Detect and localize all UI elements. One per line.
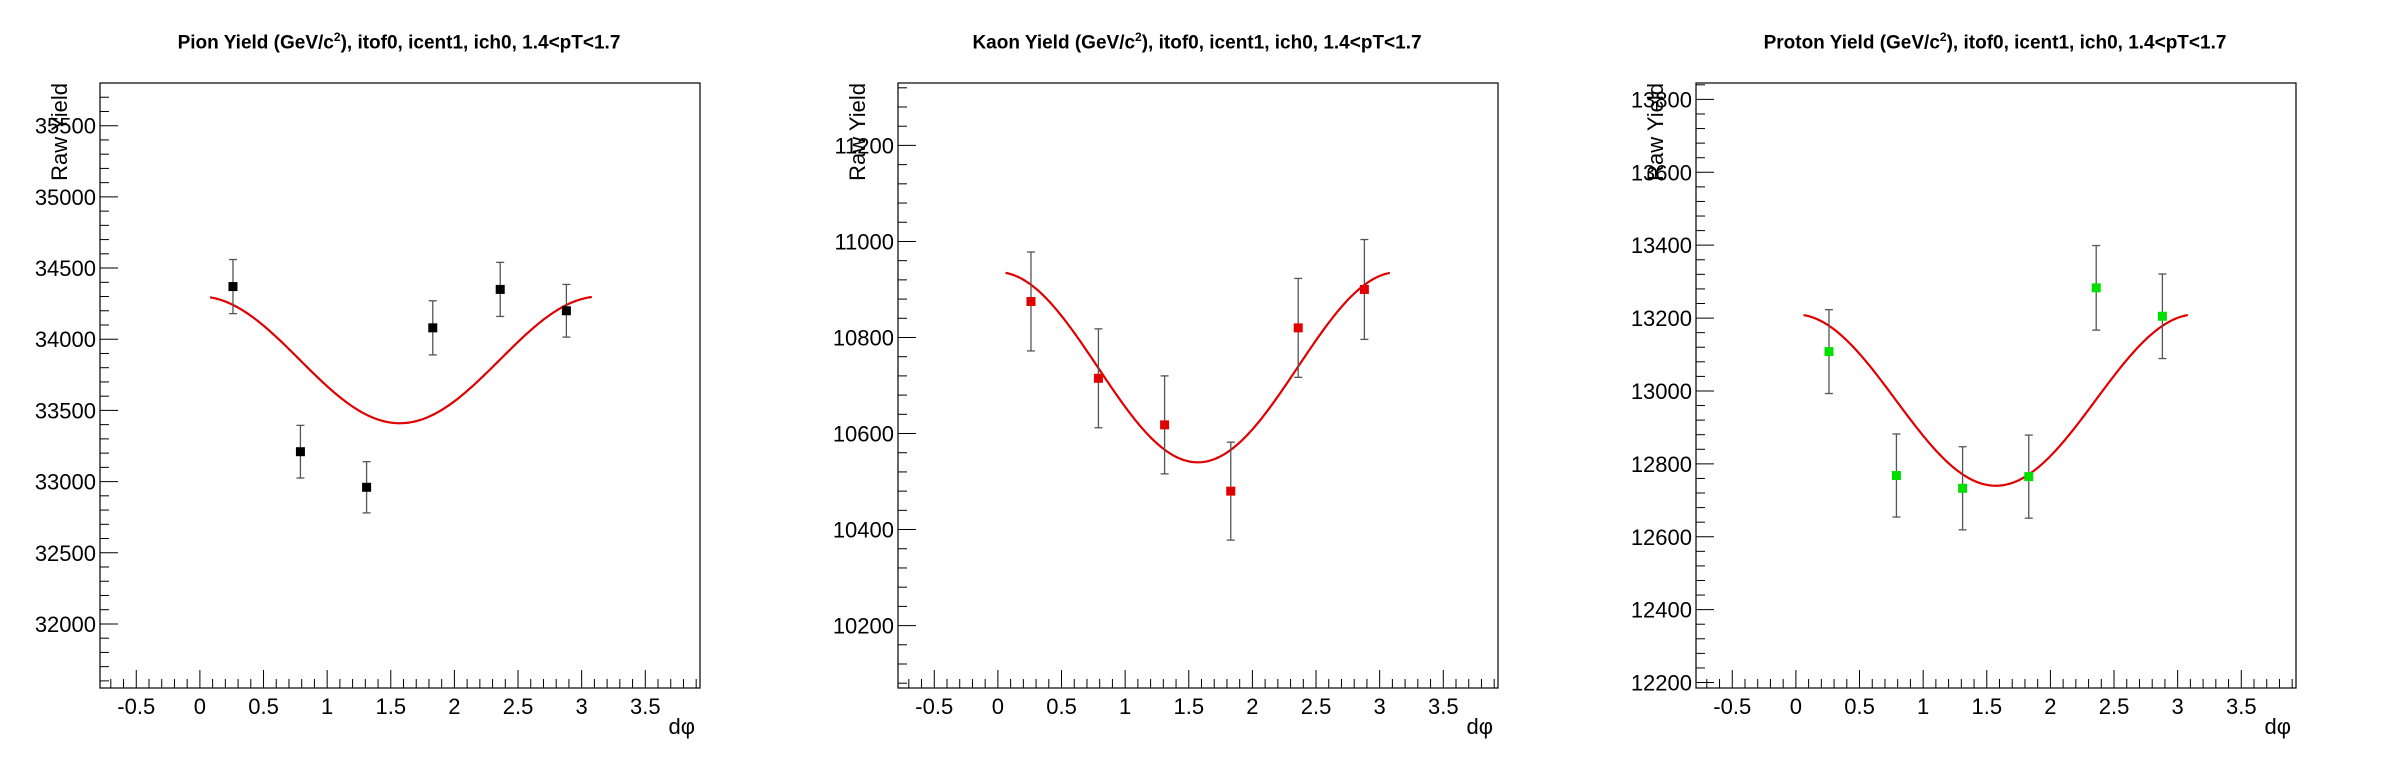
y-tick-label: 13800 [1631,87,1692,112]
x-tick-label: 1 [1917,694,1929,719]
y-tick-label: 12600 [1631,525,1692,550]
chart-title: Proton Yield (GeV/c2), itof0, icent1, ic… [1763,30,2227,54]
plot-frame [897,82,1499,689]
y-tick-label: 35500 [35,114,96,139]
x-tick-label: 1 [1119,694,1131,719]
data-point [1226,486,1236,496]
y-tick-label: 10800 [833,325,894,350]
data-point [1824,347,1834,357]
x-tick-label: 2 [2044,694,2056,719]
x-tick-label: -0.5 [1713,694,1751,719]
x-tick-label: 1.5 [1173,694,1204,719]
data-point [2024,472,2034,482]
data-point [1293,323,1303,333]
x-tick-label: 2.5 [2099,694,2130,719]
x-tick-label: 1.5 [1971,694,2002,719]
pion-yield-panel: Pion Yield (GeV/c2), itof0, icent1, ich0… [0,0,798,772]
x-tick-label: 0.5 [1046,694,1077,719]
x-tick-label: 3 [576,694,588,719]
x-tick-label: -0.5 [117,694,155,719]
y-tick-label: 32000 [35,612,96,637]
y-tick-label: 10200 [833,614,894,639]
data-point [362,482,372,492]
kaon-yield-panel: Kaon Yield (GeV/c2), itof0, icent1, ich0… [798,0,1596,772]
data-point [561,306,571,316]
proton-yield-plot: -0.5 0 0.5 1 1.5 2 2.5 3 3.5 12200 12400 12600 12800… [1631,82,2297,739]
x-axis-title: dφ [668,714,695,739]
x-tick-label: 0 [992,694,1004,719]
x-tick-label: 3 [1374,694,1386,719]
data-point [1359,284,1369,294]
y-tick-label: 11200 [834,133,894,158]
x-tick-label: 1.5 [375,694,406,719]
data-point [1026,296,1036,306]
y-tick-label: 11000 [834,229,894,254]
x-tick-label: 0.5 [248,694,279,719]
x-tick-label: 2 [1246,694,1258,719]
y-tick-label: 35000 [35,185,96,210]
data-point [1160,420,1170,430]
x-tick-label: 2 [448,694,460,719]
x-tick-label: 2.5 [503,694,534,719]
y-tick-label: 13400 [1631,233,1692,258]
y-axis-title: Raw Yield [845,83,870,181]
data-point [2157,311,2167,321]
plot-frame [1695,82,2297,689]
data-point [428,323,438,333]
y-tick-label: 33500 [35,398,96,423]
y-axis-title: Raw Yield [47,83,72,181]
y-tick-label: 33000 [35,470,96,495]
y-tick-label: 13600 [1631,160,1692,185]
y-tick-label: 12200 [1631,671,1692,696]
fit-curve [1803,313,2189,487]
x-tick-label: 3.5 [1428,694,1459,719]
pion-yield-plot: -0.5 0 0.5 1 1.5 2 2.5 3 3.5 32000 32500 33000 33500… [35,82,701,739]
data-point [1093,373,1103,383]
proton-yield-panel: Proton Yield (GeV/c2), itof0, icent1, ic… [1596,0,2394,772]
x-tick-label: 3.5 [630,694,661,719]
data-point [228,282,238,292]
y-axis-title: Raw Yield [1643,83,1668,181]
y-tick-label: 32500 [35,541,96,566]
x-tick-label: 3.5 [2226,694,2257,719]
x-tick-label: 2.5 [1301,694,1332,719]
plot-frame [99,82,701,689]
y-tick-label: 34500 [35,256,96,281]
x-tick-label: -0.5 [915,694,953,719]
y-tick-label: 12800 [1631,452,1692,477]
x-axis-title: dφ [2264,714,2291,739]
kaon-yield-plot: -0.5 0 0.5 1 1.5 2 2.5 3 3.5 10200 10400 10600 10800… [833,82,1499,739]
x-tick-label: 3 [2172,694,2184,719]
fit-curve [209,295,592,425]
chart-title: Kaon Yield (GeV/c2), itof0, icent1, ich0… [972,30,1422,54]
data-point [2091,283,2101,293]
y-tick-label: 10400 [833,518,894,543]
y-tick-label: 12400 [1631,598,1692,623]
y-tick-label: 13200 [1631,306,1692,331]
y-tick-label: 13000 [1631,379,1692,404]
y-tick-label: 34000 [35,327,96,352]
x-tick-label: 0 [1790,694,1802,719]
data-point [495,284,505,294]
chart-title: Pion Yield (GeV/c2), itof0, icent1, ich0… [177,30,621,54]
data-point [295,447,305,457]
x-tick-label: 0.5 [1844,694,1875,719]
x-tick-label: 1 [321,694,333,719]
data-point [1958,483,1968,493]
fit-curve [1005,271,1391,464]
data-point [1891,471,1901,481]
x-axis-title: dφ [1466,714,1493,739]
x-tick-label: 0 [194,694,206,719]
y-tick-label: 10600 [833,422,894,447]
